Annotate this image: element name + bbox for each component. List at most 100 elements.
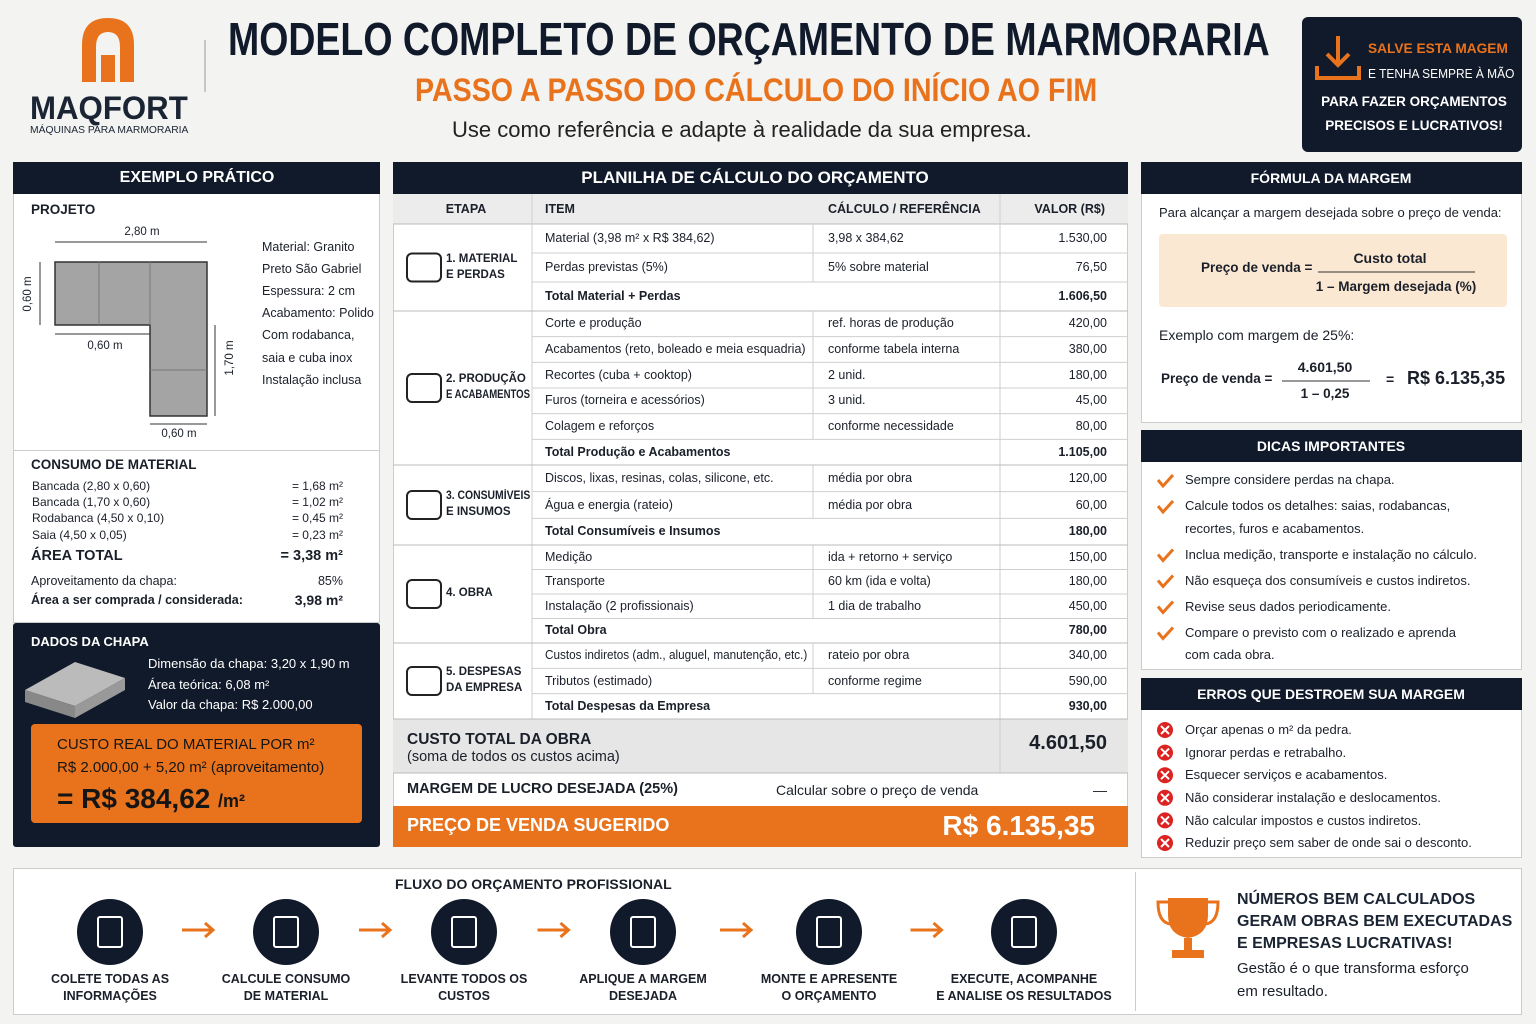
panel-header: [1141, 678, 1522, 710]
total-value: 1.606,50: [1058, 289, 1107, 303]
consumption-value: = 0,45 m²: [291, 511, 343, 526]
total-label: Total Despesas da Empresa: [545, 698, 711, 713]
value: 76,50: [1075, 260, 1107, 274]
total-label: Total Produção e Acabamentos: [545, 444, 731, 459]
margin-note: Calcular sobre o preço de venda: [776, 781, 979, 798]
footer-headline: GERAM OBRAS BEM EXECUTADAS: [1237, 913, 1513, 931]
step-icon: [253, 899, 319, 965]
panel-header: [393, 162, 1128, 194]
subtitle: PASSO A PASSO DO CÁLCULO DO INÍCIO AO FI…: [415, 71, 1098, 108]
total-cost-note: (soma de todos os custos acima): [407, 749, 620, 766]
column-header: CÁLCULO / REFERÊNCIA: [828, 201, 981, 216]
stage-icon: [406, 373, 442, 403]
tip-text: Compare o previsto com o realizado e apr…: [1185, 624, 1456, 640]
sheet-line: Área teórica: 6,08 m²: [148, 676, 270, 692]
item: Material (3,98 m² x R$ 384,62): [545, 231, 715, 245]
panel-header: [1141, 430, 1522, 462]
check-icon: [1156, 548, 1175, 563]
reference: 3 unid.: [828, 393, 866, 408]
error-text: Não considerar instalação e deslocamento…: [1185, 790, 1441, 805]
consumption-value: = 0,23 m²: [291, 527, 343, 542]
usage-label: Aproveitamento da chapa:: [31, 573, 177, 588]
step-label: DESEJADA: [608, 988, 678, 1003]
divider: [1135, 872, 1136, 1011]
tip-text: Inclua medição, transporte e instalação …: [1185, 546, 1477, 562]
reference: conforme necessidade: [828, 419, 954, 433]
l-shape-drawing: [39, 241, 216, 425]
check-icon: [1156, 574, 1175, 589]
step-label: O ORÇAMENTO: [781, 988, 877, 1003]
example-numerator: 4.601,50: [1297, 358, 1353, 375]
tip-text: com cada obra.: [1185, 647, 1275, 663]
footer-text: em resultado.: [1237, 983, 1328, 1000]
error-text: Ignorar perdas e retrabalho.: [1185, 744, 1347, 760]
formula-intro: Para alcançar a margem desejada sobre o …: [1159, 205, 1502, 221]
stage-label: 2. PRODUÇÃO: [446, 373, 526, 386]
item: Acabamentos (reto, boleado e meia esquad…: [545, 342, 806, 356]
consumption-item: Bancada (2,80 x 0,60): [32, 478, 151, 493]
logo-text: MAQFORT: [30, 89, 188, 126]
panel-header: [1141, 162, 1522, 194]
save-text: PRECISOS E LUCRATIVOS!: [1325, 117, 1503, 133]
value: 150,00: [1068, 549, 1107, 564]
reference: 5% sobre material: [828, 260, 929, 274]
stage-label: 5. DESPESAS: [446, 666, 522, 679]
step-glyph: [816, 916, 842, 948]
footer-headline: NÚMEROS BEM CALCULADOS: [1237, 891, 1476, 909]
step-icon: [991, 899, 1057, 965]
section-label: PROJETO: [31, 201, 96, 217]
step-icon: [796, 899, 862, 965]
consumption-value: = 1,02 m²: [291, 495, 343, 510]
value: 380,00: [1068, 342, 1107, 356]
flow-arrow: [720, 921, 754, 939]
reference: 2 unid.: [828, 367, 866, 382]
error-icon: [1160, 770, 1170, 780]
cost-value: = R$ 384,62: [57, 783, 211, 815]
stage-icon: [406, 252, 442, 283]
error-icon: [1160, 815, 1170, 826]
price-label: PREÇO DE VENDA SUGERIDO: [407, 815, 670, 836]
step-label: APLIQUE A MARGEM: [579, 971, 707, 986]
tip-text: recortes, furos e acabamentos.: [1185, 520, 1365, 536]
title: MODELO COMPLETO DE ORÇAMENTO DE MARMORAR…: [228, 13, 1270, 66]
step-label: EXECUTE, ACOMPANHE: [950, 971, 1098, 986]
logo-icon: [82, 18, 134, 82]
item: Transporte: [545, 574, 605, 589]
example-result: R$ 6.135,35: [1407, 368, 1506, 389]
column-header: VALOR (R$): [1034, 201, 1105, 216]
flow-arrow: [537, 921, 571, 939]
usage-value: 85%: [317, 573, 343, 588]
panel-title: ERROS QUE DESTROEM SUA MARGEM: [1197, 685, 1465, 702]
flow-arrow: [182, 921, 216, 939]
item: Instalação (2 profissionais): [545, 598, 694, 613]
download-icon: [1315, 36, 1361, 80]
step-label: CALCULE CONSUMO: [221, 971, 351, 986]
dimension-label: 0,60 m: [22, 276, 35, 312]
consumption-value: = 1,68 m²: [291, 478, 343, 493]
formula-box: [1159, 234, 1507, 307]
check-icon: [1156, 473, 1175, 489]
example-intro: Exemplo com margem de 25%:: [1159, 326, 1355, 343]
panel-title: FÓRMULA DA MARGEM: [1250, 169, 1412, 186]
save-text: PARA FAZER ORÇAMENTOS: [1321, 93, 1507, 109]
error-text: Não calcular impostos e custos indiretos…: [1185, 812, 1422, 828]
item: Custos indiretos (adm., aluguel, manuten…: [545, 648, 808, 663]
sheet-line: Dimensão da chapa: 3,20 x 1,90 m: [148, 656, 350, 672]
example-equals: =: [1386, 370, 1395, 387]
footer-text: Gestão é o que transforma esforço: [1237, 960, 1469, 977]
error-icon: [1160, 747, 1170, 758]
column-header: ITEM: [545, 201, 575, 216]
price-row: [393, 806, 1128, 847]
step-icon: [610, 899, 676, 965]
value: 80,00: [1075, 419, 1107, 433]
total-row: [393, 719, 1128, 773]
step-label: DE MATERIAL: [243, 988, 329, 1003]
spec-line: Espessura: 2 cm: [262, 283, 356, 298]
spec-line: Preto São Gabriel: [262, 261, 362, 276]
stage-icon: [406, 490, 442, 520]
error-icon: [1160, 793, 1170, 803]
step-icon: [77, 899, 143, 965]
column-header: ETAPA: [445, 201, 487, 216]
